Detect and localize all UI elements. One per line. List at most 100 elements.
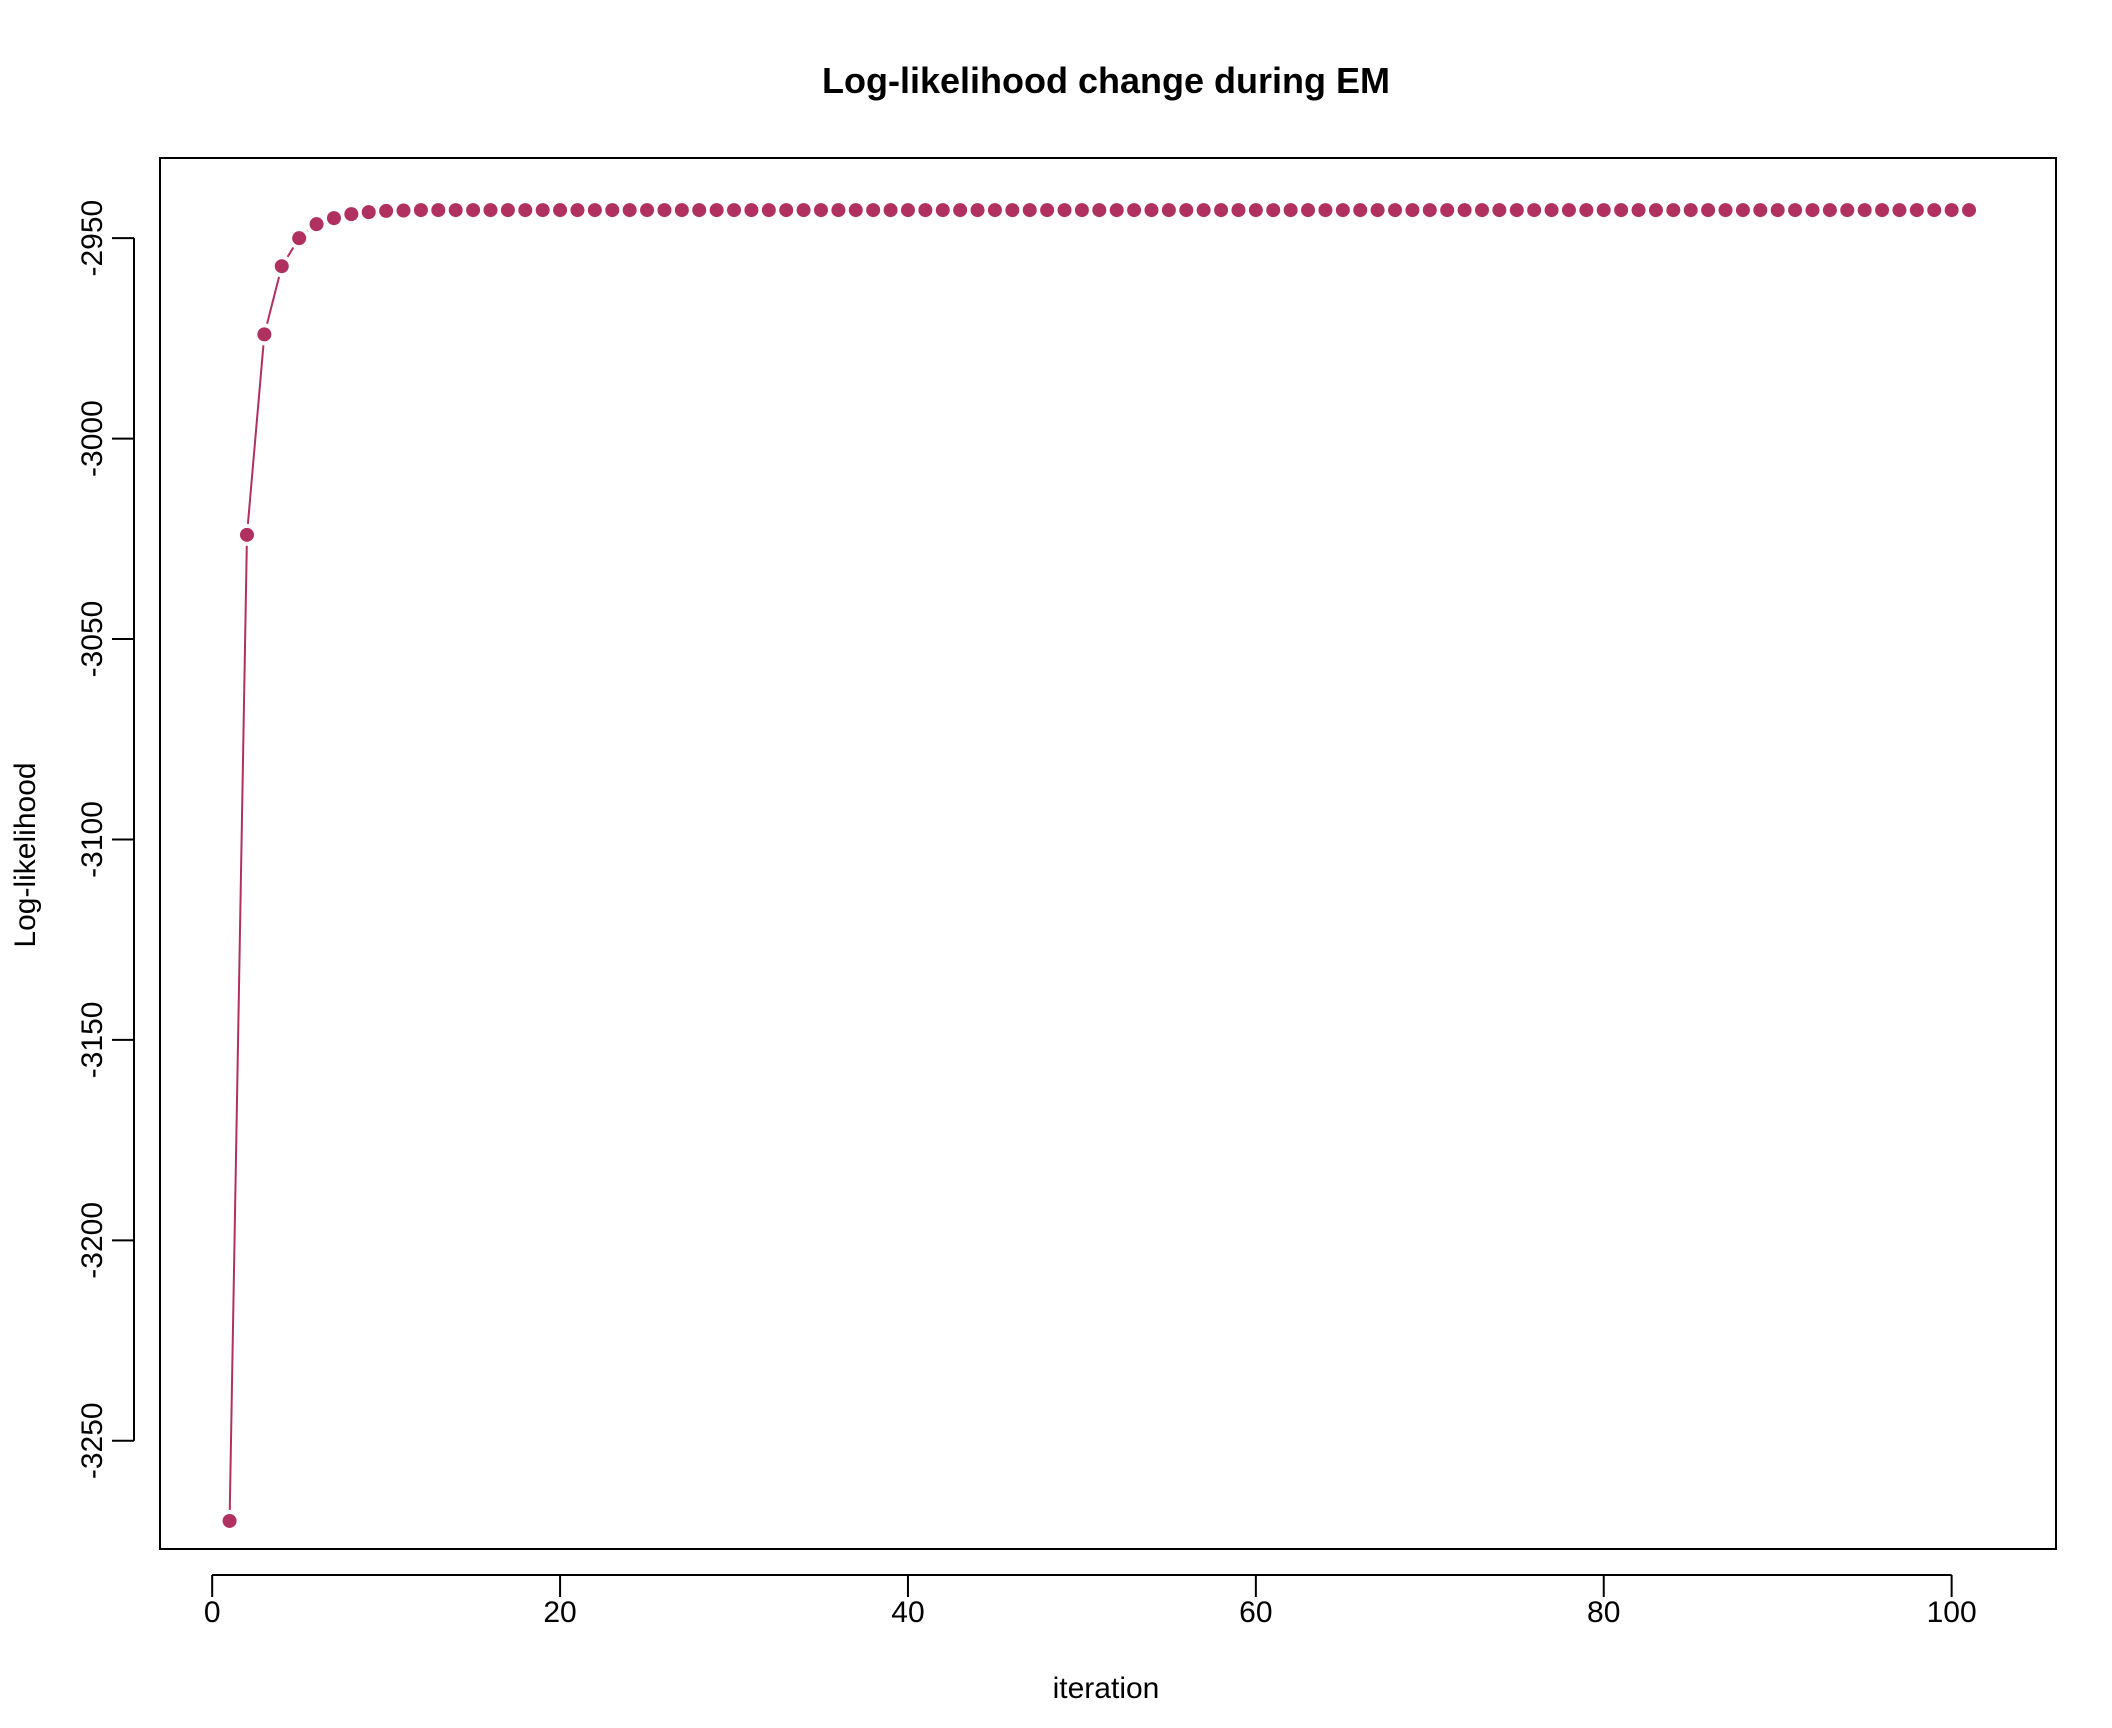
data-point bbox=[674, 203, 689, 218]
data-point bbox=[1335, 203, 1350, 218]
chart-title: Log-likelihood change during EM bbox=[822, 60, 1390, 101]
data-point bbox=[848, 203, 863, 218]
data-point bbox=[657, 203, 672, 218]
y-tick-label: -3250 bbox=[76, 1402, 109, 1479]
data-point bbox=[1527, 203, 1542, 218]
data-point bbox=[1788, 203, 1803, 218]
data-point bbox=[1892, 203, 1907, 218]
data-point bbox=[953, 203, 968, 218]
data-point bbox=[831, 203, 846, 218]
data-point bbox=[1735, 203, 1750, 218]
data-point bbox=[535, 203, 550, 218]
data-point bbox=[257, 327, 272, 342]
data-point bbox=[1822, 203, 1837, 218]
data-point bbox=[1840, 203, 1855, 218]
data-point bbox=[935, 203, 950, 218]
series-line-segment bbox=[228, 545, 248, 1510]
series-line-segment bbox=[266, 276, 281, 324]
data-point bbox=[1492, 203, 1507, 218]
data-point bbox=[413, 203, 428, 218]
data-point bbox=[1127, 203, 1142, 218]
data-point bbox=[379, 203, 394, 218]
data-point bbox=[431, 203, 446, 218]
data-point bbox=[1144, 203, 1159, 218]
y-tick-label: -3100 bbox=[76, 801, 109, 878]
data-point bbox=[396, 203, 411, 218]
data-point bbox=[987, 203, 1002, 218]
data-point bbox=[1596, 203, 1611, 218]
data-point bbox=[1422, 203, 1437, 218]
data-point bbox=[883, 203, 898, 218]
data-point bbox=[1753, 203, 1768, 218]
data-point bbox=[605, 203, 620, 218]
data-point bbox=[1683, 203, 1698, 218]
data-point bbox=[1214, 203, 1229, 218]
data-point bbox=[1474, 203, 1489, 218]
x-tick-label: 40 bbox=[891, 1596, 924, 1629]
data-point bbox=[553, 203, 568, 218]
y-tick-label: -3200 bbox=[76, 1202, 109, 1279]
data-point bbox=[622, 203, 637, 218]
data-point bbox=[500, 203, 515, 218]
data-point bbox=[1770, 203, 1785, 218]
data-point bbox=[1196, 203, 1211, 218]
data-point bbox=[570, 203, 585, 218]
x-axis-label: iteration bbox=[1053, 1672, 1160, 1705]
data-point bbox=[1161, 203, 1176, 218]
y-tick-label: -3000 bbox=[76, 400, 109, 477]
y-tick-label: -2950 bbox=[76, 200, 109, 277]
data-series bbox=[222, 203, 1977, 1528]
data-point bbox=[1544, 203, 1559, 218]
data-point bbox=[483, 203, 498, 218]
x-tick-label: 20 bbox=[543, 1596, 576, 1629]
data-point bbox=[1962, 203, 1977, 218]
data-point bbox=[1248, 203, 1263, 218]
x-tick-label: 100 bbox=[1927, 1596, 1977, 1629]
data-point bbox=[1231, 203, 1246, 218]
y-axis: -3250 -3200 -3150 -3100 -3050 -3000 -2950 bbox=[76, 200, 135, 1479]
data-point bbox=[518, 203, 533, 218]
data-point bbox=[326, 211, 341, 226]
x-tick-label: 0 bbox=[204, 1596, 221, 1629]
data-point bbox=[1857, 203, 1872, 218]
data-point bbox=[1057, 203, 1072, 218]
data-point bbox=[292, 231, 307, 246]
data-point bbox=[1266, 203, 1281, 218]
data-point bbox=[1927, 203, 1942, 218]
data-point bbox=[1909, 203, 1924, 218]
data-point bbox=[274, 259, 289, 274]
data-point bbox=[1805, 203, 1820, 218]
data-point bbox=[1022, 203, 1037, 218]
data-point bbox=[1388, 203, 1403, 218]
data-point bbox=[744, 203, 759, 218]
data-point bbox=[1301, 203, 1316, 218]
data-point bbox=[1579, 203, 1594, 218]
data-point bbox=[1457, 203, 1472, 218]
y-tick-label: -3050 bbox=[76, 601, 109, 678]
x-tick-label: 60 bbox=[1239, 1596, 1272, 1629]
data-point bbox=[796, 203, 811, 218]
data-point bbox=[1666, 203, 1681, 218]
data-point bbox=[1718, 203, 1733, 218]
data-point bbox=[1440, 203, 1455, 218]
series-line-segment bbox=[246, 345, 265, 524]
data-point bbox=[361, 205, 376, 220]
data-point bbox=[222, 1513, 237, 1528]
data-point bbox=[813, 203, 828, 218]
data-point bbox=[727, 203, 742, 218]
data-point bbox=[1353, 203, 1368, 218]
x-axis: 0 20 40 60 80 100 bbox=[204, 1574, 1977, 1629]
data-point bbox=[344, 207, 359, 222]
data-point bbox=[1318, 203, 1333, 218]
data-point bbox=[1283, 203, 1298, 218]
data-point bbox=[1405, 203, 1420, 218]
data-point bbox=[1648, 203, 1663, 218]
data-point bbox=[1005, 203, 1020, 218]
data-point bbox=[1074, 203, 1089, 218]
data-point bbox=[1701, 203, 1716, 218]
data-point bbox=[1040, 203, 1055, 218]
data-point bbox=[1875, 203, 1890, 218]
data-point bbox=[779, 203, 794, 218]
y-tick-label: -3150 bbox=[76, 1002, 109, 1079]
